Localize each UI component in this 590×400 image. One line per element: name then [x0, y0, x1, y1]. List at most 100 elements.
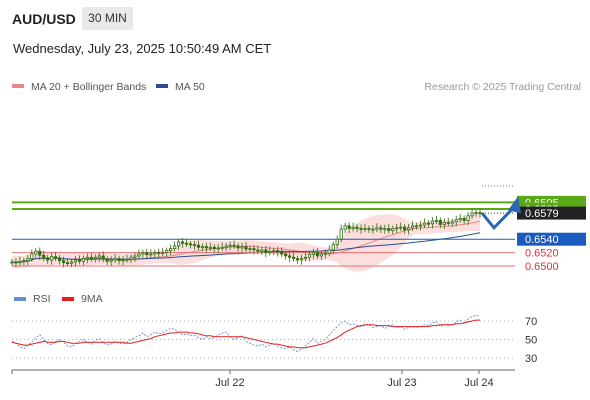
candle-body	[383, 228, 387, 230]
x-tick-label: Jul 24	[464, 377, 493, 389]
candle-body	[288, 255, 292, 258]
support-2-label: 0.6500	[525, 261, 559, 273]
candle-body	[105, 258, 109, 262]
candle-body	[359, 228, 363, 230]
candle-body	[387, 228, 391, 231]
candle-body	[430, 220, 434, 225]
candle-body	[268, 250, 272, 253]
candle-body	[176, 241, 181, 247]
candle-body	[371, 228, 375, 231]
candle-body	[54, 256, 58, 259]
rsi-panel: RSI 9MA 70 50 30	[11, 293, 537, 365]
candle-body	[109, 259, 113, 262]
candle-body	[422, 222, 427, 226]
candle-body	[125, 258, 129, 261]
candle-body	[204, 246, 208, 249]
candle-body	[145, 252, 149, 256]
candle-body	[418, 224, 423, 227]
candle-body	[10, 261, 14, 264]
candle-body	[466, 215, 470, 221]
candle-body	[450, 221, 454, 224]
candle-body	[331, 244, 335, 251]
candle-body	[319, 253, 323, 257]
candle-body	[38, 250, 42, 256]
chart-legend: MA 20 + Bollinger Bands MA 50 Research ©…	[12, 81, 581, 93]
support-1-label: 0.6520	[525, 248, 559, 260]
copyright-label: Research © 2025 Trading Central	[424, 81, 581, 93]
candle-body	[153, 252, 157, 255]
rsi-tick-label: 50	[525, 335, 537, 347]
candle-body	[208, 246, 212, 249]
candle-body	[327, 249, 331, 254]
candle-body	[426, 222, 431, 225]
candle-body	[395, 227, 399, 230]
candle-body	[224, 245, 228, 248]
bollinger-bands	[12, 211, 480, 272]
ma9-legend-swatch	[62, 297, 74, 301]
header: AUD/USD 30 MIN	[0, 0, 590, 36]
candle-body	[50, 256, 54, 261]
x-tick-label: Jul 23	[387, 377, 416, 389]
candle-body	[244, 246, 248, 250]
candle-body	[121, 259, 125, 262]
candle-body	[192, 244, 197, 246]
candle-body	[367, 228, 371, 230]
candle-body	[292, 256, 296, 260]
candle-body	[232, 244, 236, 247]
x-axis: Jul 22 Jul 23 Jul 24	[11, 369, 515, 389]
candle-body	[137, 253, 141, 257]
candle-body	[161, 252, 165, 255]
candle-body	[311, 252, 316, 256]
candle-body	[414, 225, 419, 228]
candle-body	[65, 262, 70, 265]
candle-body	[46, 257, 50, 261]
candle-body	[458, 218, 462, 221]
candle-body	[117, 258, 121, 262]
candle-body	[101, 255, 105, 260]
candle-body	[379, 227, 383, 230]
candle-body	[18, 260, 22, 264]
rsi-legend-label: RSI	[33, 293, 51, 305]
candle-body	[61, 260, 66, 264]
candle-body	[165, 250, 169, 253]
candle-body	[58, 257, 62, 262]
candle-body	[407, 227, 411, 231]
candle-body	[248, 248, 252, 250]
candle-body	[34, 250, 38, 255]
candle-body	[478, 211, 482, 214]
candle-body	[410, 225, 415, 229]
candle-body	[438, 220, 442, 225]
candle-body	[133, 255, 137, 258]
current-price-label: 0.6579	[525, 208, 559, 220]
candle-body	[272, 250, 276, 252]
candle-body	[141, 252, 145, 255]
rsi-tick-label: 30	[525, 353, 537, 365]
symbol-title: AUD/USD	[12, 11, 76, 27]
scenario-arrow	[480, 207, 515, 231]
candle-body	[180, 241, 185, 244]
rsi-ma9-line	[11, 319, 480, 349]
candle-body	[284, 253, 288, 257]
candle-body	[375, 227, 379, 230]
candle-body	[240, 246, 244, 249]
x-tick-label: Jul 22	[215, 377, 244, 389]
candle-body	[97, 255, 101, 258]
candle-body	[403, 226, 407, 231]
current-price-label-box	[517, 206, 586, 220]
candle-body	[252, 248, 256, 251]
ma20-legend-swatch	[12, 84, 24, 88]
ma50-legend-swatch	[156, 84, 168, 88]
candle-body	[89, 256, 93, 260]
candle-body	[129, 256, 133, 260]
candle-body	[26, 258, 30, 262]
timeframe-badge[interactable]: 30 MIN	[82, 7, 133, 30]
candle-body	[196, 244, 200, 248]
candles	[10, 208, 482, 268]
candle-body	[188, 243, 193, 246]
candle-body	[69, 261, 74, 264]
candle-body	[295, 258, 300, 261]
candle-body	[474, 211, 478, 214]
candle-body	[93, 256, 97, 260]
